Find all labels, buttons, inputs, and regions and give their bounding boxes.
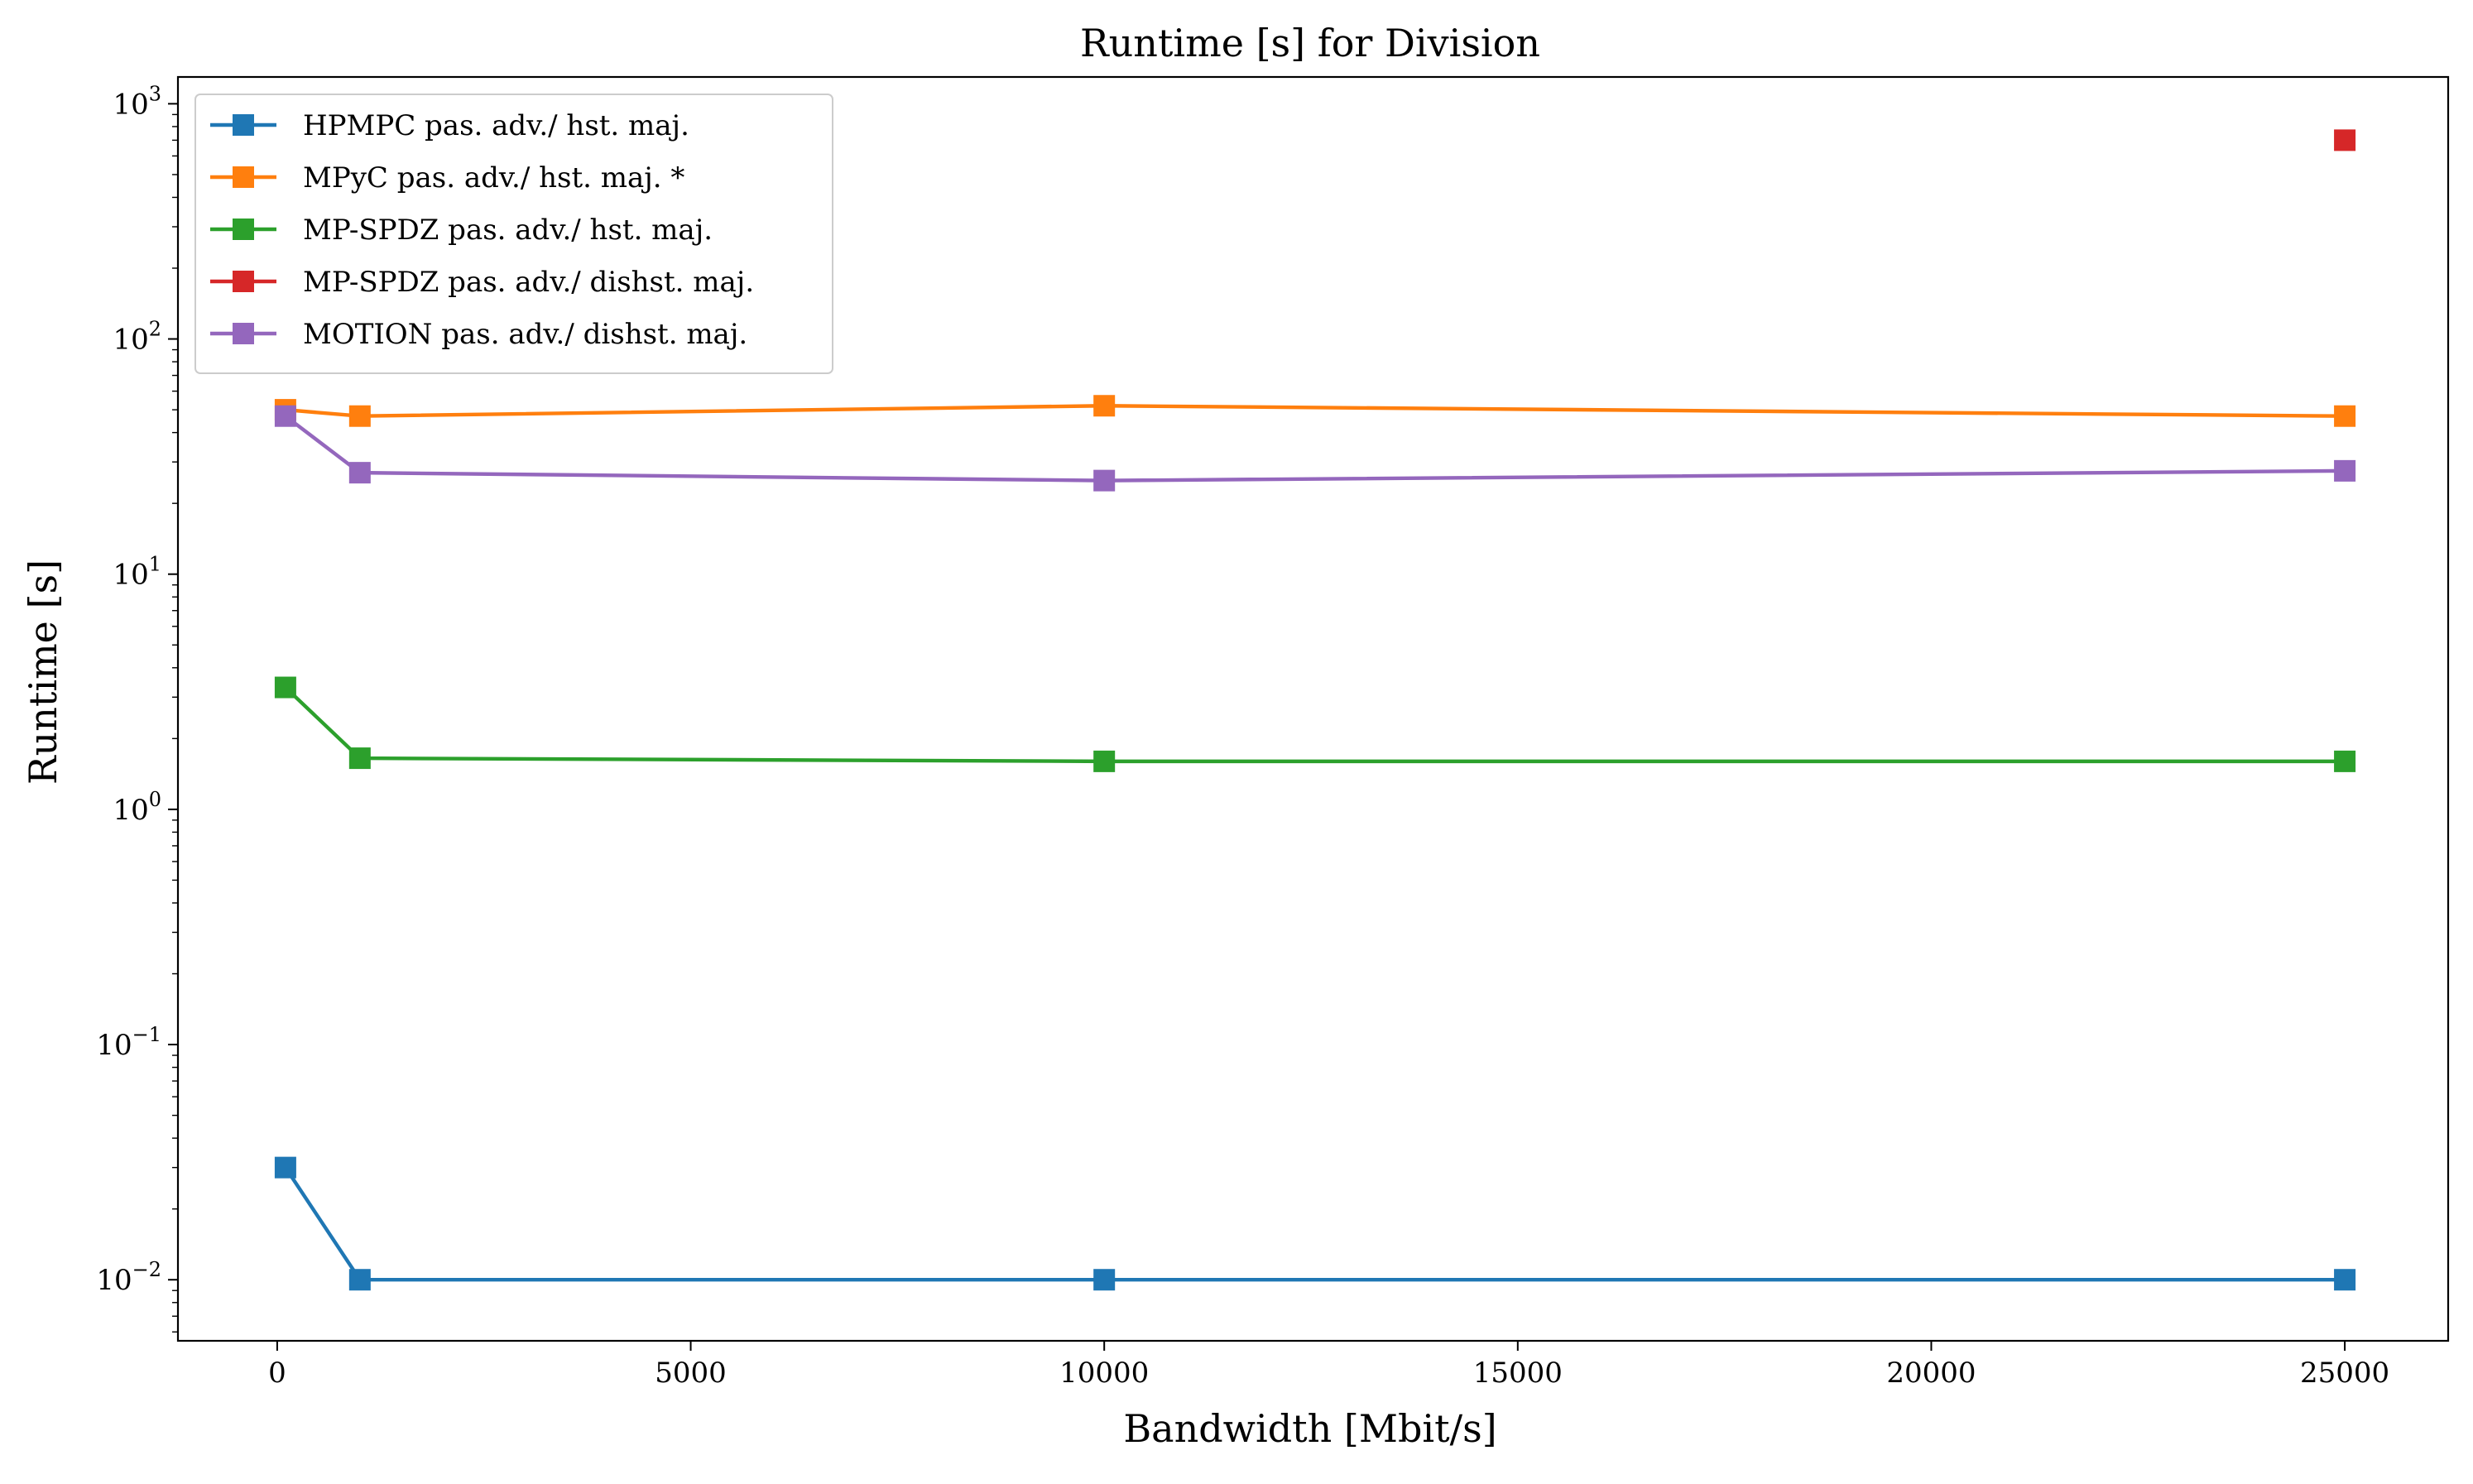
- data-point: [1093, 1269, 1116, 1291]
- series-line: [284, 414, 2346, 483]
- legend-box: [194, 94, 833, 374]
- data-point: [1093, 750, 1116, 772]
- legend-item: MP-SPDZ pas. adv./ dishst. maj.: [210, 266, 754, 299]
- data-point: [1093, 395, 1116, 417]
- legend: HPMPC pas. adv./ hst. maj. MPyC pas. adv.…: [194, 94, 833, 374]
- legend-swatch-marker: [233, 219, 254, 240]
- ticks-layer: 0 5000 10000 15000 20000 25000 10−2 10−1 100 101 1…: [96, 82, 2389, 1390]
- data-point: [274, 1156, 296, 1179]
- legend-item: HPMPC pas. adv./ hst. maj.: [210, 109, 689, 142]
- y-tick-label: 10−1: [96, 1023, 161, 1062]
- x-tick-label: 5000: [655, 1357, 727, 1390]
- x-tick-label: 10000: [1059, 1357, 1149, 1390]
- series-2: [274, 676, 2356, 772]
- legend-swatch-marker: [233, 271, 254, 292]
- plot-frame: [176, 75, 2450, 1342]
- legend-label: MPyC pas. adv./ hst. maj. *: [303, 161, 684, 195]
- data-point: [348, 1269, 371, 1291]
- y-axis-label: Runtime [s]: [21, 560, 65, 785]
- data-point: [2334, 459, 2356, 482]
- y-tick-label: 100: [113, 788, 161, 827]
- series-0: [274, 1156, 2356, 1291]
- y-tick-label: 10−2: [96, 1258, 161, 1297]
- y-tick-label: 101: [113, 553, 161, 592]
- legend-label: HPMPC pas. adv./ hst. maj.: [303, 109, 689, 142]
- y-tick-label: 102: [113, 318, 161, 357]
- y-tick-label: 103: [113, 82, 161, 121]
- series-layer: [274, 129, 2356, 1291]
- legend-item: MP-SPDZ pas. adv./ hst. maj.: [210, 214, 713, 247]
- data-point: [348, 462, 371, 484]
- series-1: [274, 395, 2356, 427]
- legend-label: MP-SPDZ pas. adv./ hst. maj.: [303, 214, 713, 247]
- series-line: [285, 404, 2346, 418]
- data-point: [2334, 405, 2356, 427]
- data-point: [348, 747, 371, 770]
- legend-item: MOTION pas. adv./ dishst. maj.: [210, 318, 747, 351]
- data-point: [2334, 1269, 2356, 1291]
- chart-title: Runtime [s] for Division: [1080, 21, 1540, 65]
- data-point: [2334, 129, 2356, 151]
- x-tick-label: 25000: [2300, 1357, 2389, 1390]
- legend-item: MPyC pas. adv./ hst. maj. *: [210, 161, 684, 195]
- legend-swatch-marker: [233, 323, 254, 344]
- legend-label: MOTION pas. adv./ dishst. maj.: [303, 318, 747, 351]
- x-tick-label: 15000: [1473, 1357, 1563, 1390]
- data-point: [274, 676, 296, 699]
- x-tick-label: 20000: [1886, 1357, 1976, 1390]
- data-point: [1093, 469, 1116, 492]
- x-axis-label: Bandwidth [Mbit/s]: [1123, 1406, 1496, 1451]
- legend-swatch-marker: [233, 114, 254, 136]
- series-line: [284, 1166, 2346, 1282]
- x-tick-label: 0: [268, 1357, 286, 1390]
- data-point: [274, 405, 296, 427]
- data-point: [2334, 750, 2356, 772]
- series-4: [274, 405, 2356, 492]
- series-line: [284, 685, 2346, 764]
- legend-swatch-marker: [233, 166, 254, 188]
- series-3: [2334, 129, 2356, 151]
- data-point: [348, 405, 371, 427]
- legend-label: MP-SPDZ pas. adv./ dishst. maj.: [303, 266, 754, 299]
